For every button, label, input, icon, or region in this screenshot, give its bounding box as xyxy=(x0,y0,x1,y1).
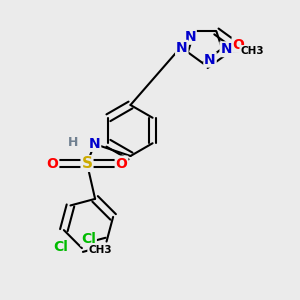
Text: N: N xyxy=(204,53,216,67)
Text: N: N xyxy=(184,30,196,44)
Text: Cl: Cl xyxy=(81,232,96,245)
Text: O: O xyxy=(232,38,244,52)
Text: N: N xyxy=(89,137,100,151)
Text: N: N xyxy=(220,42,232,56)
Text: H: H xyxy=(68,136,79,149)
Text: CH3: CH3 xyxy=(88,244,112,255)
Text: Cl: Cl xyxy=(53,240,68,254)
Text: S: S xyxy=(82,156,92,171)
Text: O: O xyxy=(46,157,58,170)
Text: O: O xyxy=(116,157,128,170)
Text: N: N xyxy=(176,41,188,55)
Text: CH3: CH3 xyxy=(240,46,264,56)
